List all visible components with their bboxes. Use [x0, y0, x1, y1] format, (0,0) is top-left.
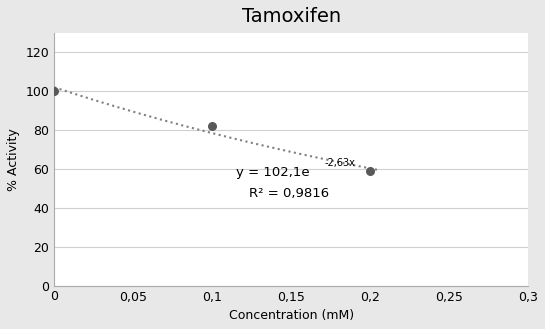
X-axis label: Concentration (mM): Concentration (mM) — [228, 309, 354, 322]
Point — [366, 168, 374, 174]
Text: R² = 0,9816: R² = 0,9816 — [249, 187, 329, 200]
Y-axis label: % Activity: % Activity — [7, 128, 20, 191]
Text: -2,63x: -2,63x — [324, 158, 355, 168]
Point — [208, 124, 216, 129]
Point — [50, 89, 59, 94]
Title: Tamoxifen: Tamoxifen — [241, 7, 341, 26]
Text: y = 102,1e: y = 102,1e — [236, 166, 310, 179]
